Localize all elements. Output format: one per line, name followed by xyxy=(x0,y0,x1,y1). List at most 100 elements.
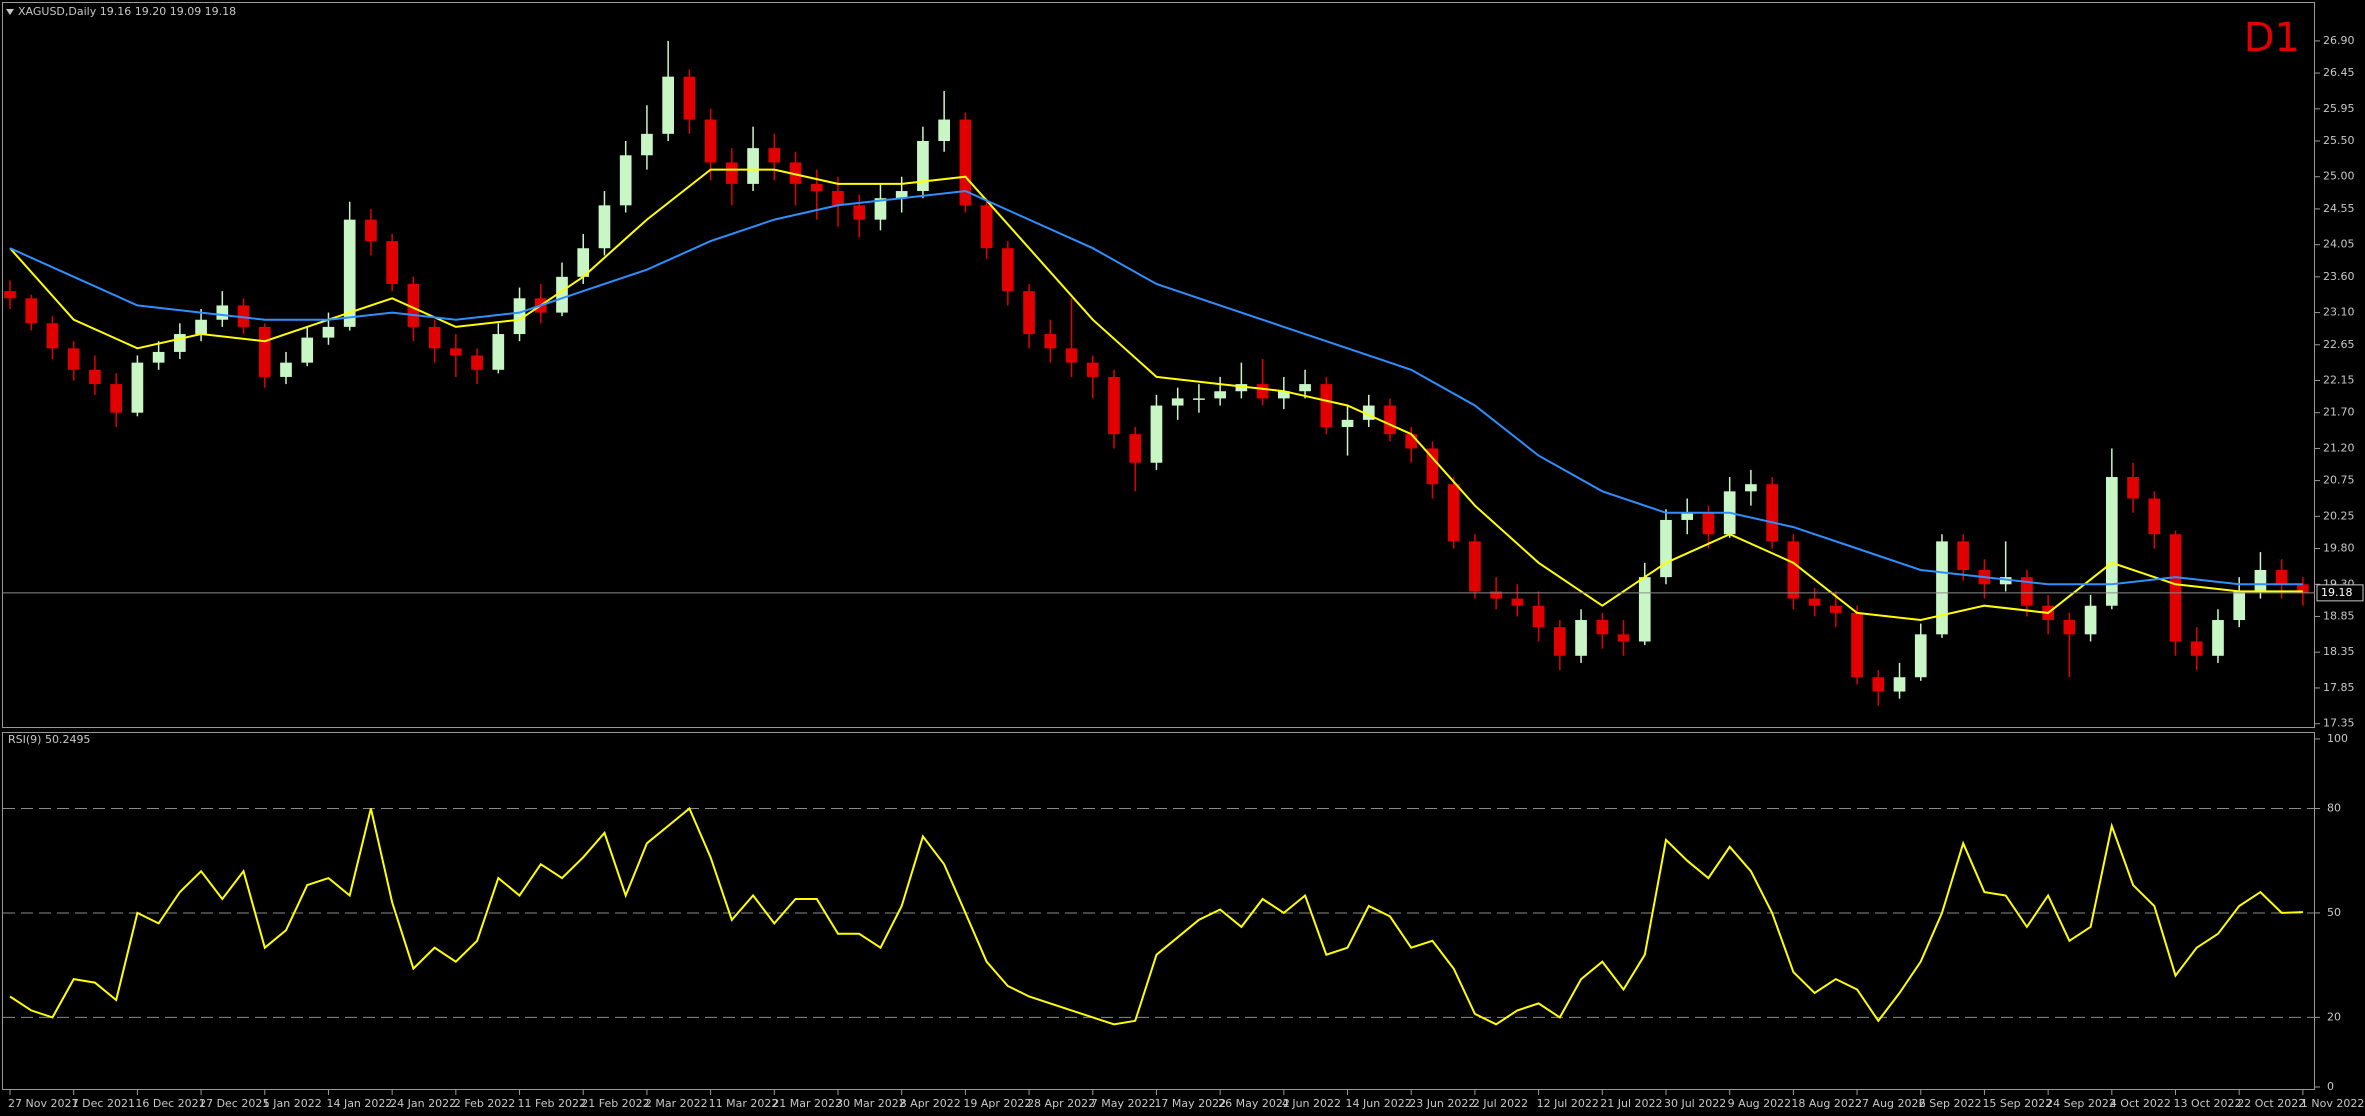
candle-body xyxy=(46,323,59,349)
candle-body xyxy=(768,148,781,163)
candle-body xyxy=(89,369,101,385)
x-tick-label: 22 Oct 2022 xyxy=(2237,1097,2305,1110)
timeframe-label: D1 xyxy=(2244,15,2300,61)
candle-body xyxy=(1681,512,1694,520)
x-tick-label: 2 Mar 2022 xyxy=(645,1097,708,1110)
candle-body xyxy=(343,219,356,327)
y-tick-label: 19.80 xyxy=(2323,542,2355,555)
candle-body xyxy=(1766,484,1778,542)
x-tick-label: 17 May 2022 xyxy=(1154,1097,1226,1110)
candle-body xyxy=(1065,348,1078,363)
candle-body xyxy=(131,362,144,413)
candle-body xyxy=(25,298,38,324)
x-tick-label: 27 Dec 2021 xyxy=(199,1097,269,1110)
candle-body xyxy=(301,337,314,363)
y-tick-label: 20 xyxy=(2327,1010,2341,1023)
x-tick-label: 30 Mar 2022 xyxy=(836,1097,906,1110)
candle-body xyxy=(1999,577,2012,585)
candle-body xyxy=(1490,591,1502,599)
x-tick-label: 19 Apr 2022 xyxy=(963,1097,1031,1110)
x-tick-label: 23 Jun 2022 xyxy=(1409,1097,1475,1110)
candle-body xyxy=(895,191,908,199)
candle-body xyxy=(2084,605,2097,635)
current-price-box xyxy=(2316,584,2364,602)
candle-body xyxy=(959,119,972,206)
candle-body xyxy=(726,162,738,184)
moving-average xyxy=(9,189,2303,586)
candle-body xyxy=(577,248,590,277)
candle-body xyxy=(980,205,993,249)
candle-body xyxy=(450,348,462,356)
candle-body xyxy=(216,305,229,320)
candle-body xyxy=(1320,384,1333,427)
rsi-title: RSI(9) 50.2495 xyxy=(8,733,90,746)
candle-body xyxy=(789,162,802,184)
x-tick-label: 28 Apr 2022 xyxy=(1027,1097,1095,1110)
candle-body xyxy=(1193,398,1205,400)
candle-body xyxy=(1511,598,1524,606)
candle-body xyxy=(619,155,632,206)
x-tick-label: 14 Jun 2022 xyxy=(1346,1097,1412,1110)
y-tick-label: 18.85 xyxy=(2323,609,2355,622)
x-tick-label: 13 Oct 2022 xyxy=(2174,1097,2242,1110)
x-tick-label: 6 Sep 2022 xyxy=(1919,1097,1982,1110)
candle-body xyxy=(471,355,483,370)
candle-body xyxy=(1447,484,1460,542)
y-tick-label: 50 xyxy=(2327,906,2341,919)
candle-body xyxy=(853,205,866,220)
price-panel-frame xyxy=(2,2,2315,728)
candle-body xyxy=(4,291,16,299)
candle-body xyxy=(110,384,122,413)
candle-body xyxy=(2021,577,2033,606)
candle-body xyxy=(598,205,611,249)
candle-body xyxy=(2254,569,2267,592)
x-tick-label: 11 Feb 2022 xyxy=(518,1097,586,1110)
y-tick-label: 17.85 xyxy=(2323,681,2355,694)
candle-body xyxy=(280,362,292,377)
candle-body xyxy=(1596,620,1609,635)
y-tick-label: 25.50 xyxy=(2323,134,2355,147)
x-tick-label: 21 Jul 2022 xyxy=(1600,1097,1662,1110)
x-tick-label: 24 Jan 2022 xyxy=(390,1097,456,1110)
candle-body xyxy=(1660,519,1672,578)
x-tick-label: 26 May 2022 xyxy=(1218,1097,1290,1110)
candle-body xyxy=(704,119,717,163)
candle-body xyxy=(747,148,759,184)
rsi-panel-frame xyxy=(2,732,2315,1090)
candle-body xyxy=(2127,477,2139,499)
candle-body xyxy=(1808,598,1821,606)
y-tick-label: 20.25 xyxy=(2323,509,2355,522)
candle-body xyxy=(1617,634,1630,642)
x-tick-label: 9 Aug 2022 xyxy=(1728,1097,1791,1110)
candle-body xyxy=(917,140,929,192)
candle-body xyxy=(1426,448,1439,485)
x-tick-label: 24 Sep 2022 xyxy=(2046,1097,2116,1110)
y-tick-label: 25.95 xyxy=(2323,102,2355,115)
candle-body xyxy=(832,191,844,206)
candle-body xyxy=(1044,334,1057,349)
x-tick-label: 1 Nov 2022 xyxy=(2301,1097,2364,1110)
candle-body xyxy=(428,326,441,349)
x-tick-label: 11 Mar 2022 xyxy=(709,1097,779,1110)
candle-body xyxy=(492,334,505,370)
x-tick-label: 5 Jan 2022 xyxy=(263,1097,322,1110)
candle-body xyxy=(810,183,823,192)
candle-body xyxy=(1150,405,1163,463)
x-tick-label: 21 Feb 2022 xyxy=(581,1097,649,1110)
candle-body xyxy=(683,76,696,120)
candle-body xyxy=(641,133,653,156)
candle-body xyxy=(1086,362,1099,377)
x-tick-label: 21 Mar 2022 xyxy=(772,1097,842,1110)
candle-body xyxy=(2233,591,2246,621)
candle-body xyxy=(556,276,568,313)
candle-body xyxy=(2275,569,2288,585)
y-tick-label: 80 xyxy=(2327,802,2341,815)
candle-body xyxy=(174,334,186,352)
candle-body xyxy=(1299,384,1311,392)
candle-body xyxy=(1277,391,1290,399)
candle-body xyxy=(1893,677,1906,692)
candle-body xyxy=(2063,620,2076,635)
title-arrow xyxy=(6,9,14,15)
candle-body xyxy=(2297,584,2309,593)
